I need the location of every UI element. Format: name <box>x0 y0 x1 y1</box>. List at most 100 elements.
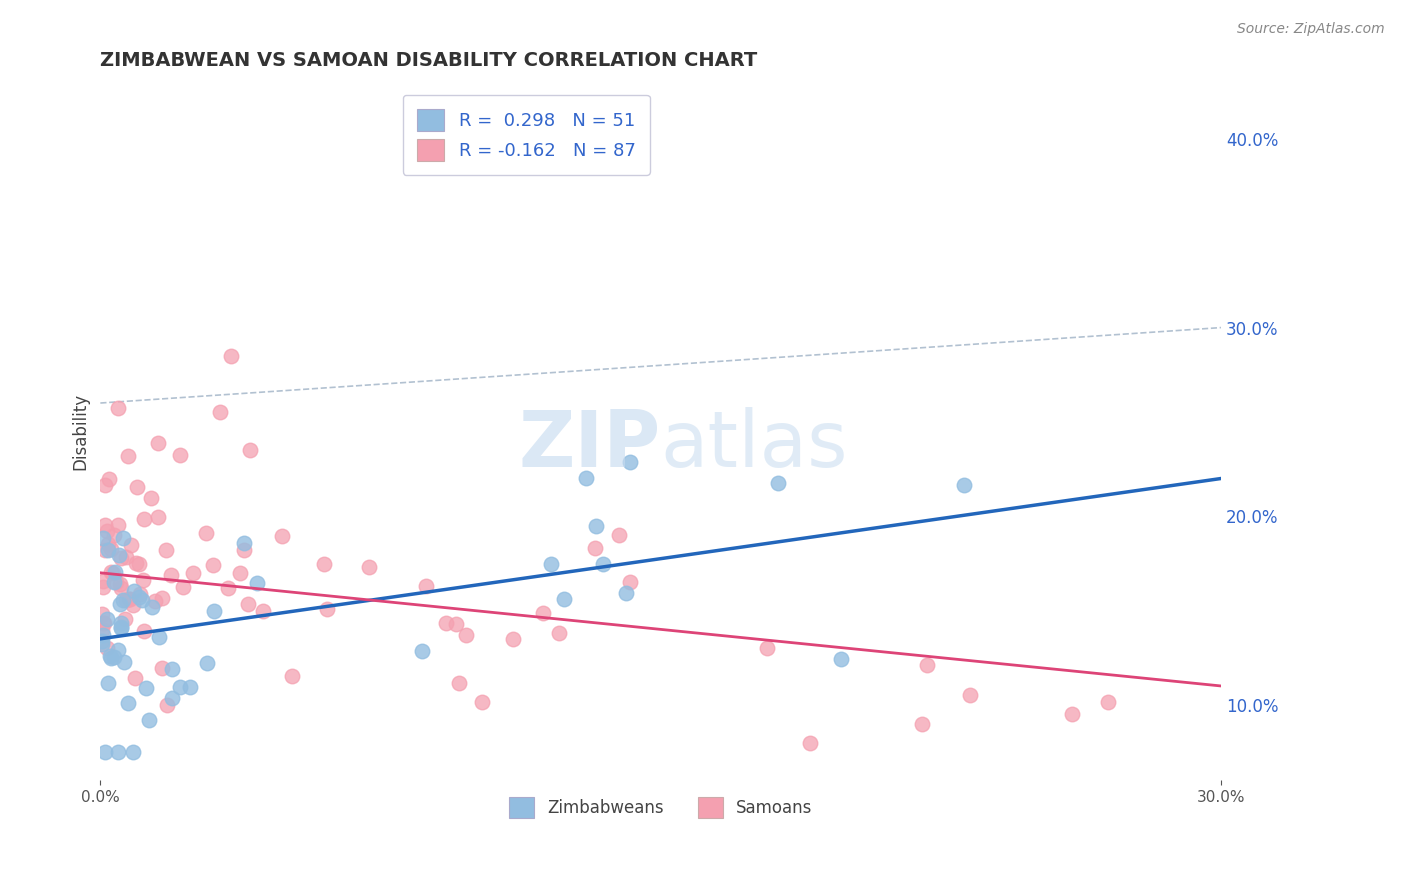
Point <box>150 661 173 675</box>
Point <box>122 745 145 759</box>
Point <box>614 586 637 600</box>
Point <box>169 448 191 462</box>
Point <box>312 557 335 571</box>
Point <box>160 568 183 582</box>
Point <box>91 637 114 651</box>
Point <box>148 630 170 644</box>
Point <box>111 593 134 607</box>
Point <box>232 535 254 549</box>
Point <box>150 591 173 605</box>
Point <box>91 616 114 631</box>
Point <box>619 574 641 589</box>
Point <box>93 574 115 589</box>
Point <box>238 597 260 611</box>
Point <box>141 600 163 615</box>
Point <box>100 651 122 665</box>
Point <box>619 455 641 469</box>
Point <box>768 476 790 491</box>
Point <box>953 478 976 492</box>
Point <box>447 676 470 690</box>
Point <box>125 480 148 494</box>
Point <box>110 621 132 635</box>
Point <box>98 648 121 663</box>
Point <box>94 518 117 533</box>
Point <box>411 644 433 658</box>
Point <box>756 641 779 656</box>
Point <box>280 669 302 683</box>
Point <box>110 550 132 565</box>
Point <box>316 602 339 616</box>
Point <box>96 524 118 538</box>
Point <box>583 541 606 555</box>
Point <box>128 557 150 571</box>
Point <box>108 597 131 611</box>
Point <box>246 576 269 591</box>
Point <box>110 615 132 630</box>
Point <box>1060 707 1083 722</box>
Point <box>415 579 437 593</box>
Point <box>434 616 457 631</box>
Point <box>830 652 852 666</box>
Point <box>146 510 169 524</box>
Point <box>118 591 141 606</box>
Point <box>104 565 127 579</box>
Point <box>911 716 934 731</box>
Point <box>502 632 524 647</box>
Point <box>132 512 155 526</box>
Point <box>125 556 148 570</box>
Point <box>93 745 115 759</box>
Point <box>138 713 160 727</box>
Text: Source: ZipAtlas.com: Source: ZipAtlas.com <box>1237 22 1385 37</box>
Point <box>91 633 114 648</box>
Point <box>96 641 118 656</box>
Point <box>531 607 554 621</box>
Point <box>631 782 654 797</box>
Point <box>128 590 150 604</box>
Point <box>101 566 124 580</box>
Point <box>114 612 136 626</box>
Point <box>107 401 129 415</box>
Point <box>585 519 607 533</box>
Point <box>607 527 630 541</box>
Point <box>91 580 114 594</box>
Point <box>252 604 274 618</box>
Point <box>456 628 478 642</box>
Point <box>100 565 122 579</box>
Point <box>271 529 294 543</box>
Point <box>115 550 138 565</box>
Point <box>553 592 575 607</box>
Point <box>120 538 142 552</box>
Point <box>91 628 114 642</box>
Point <box>117 697 139 711</box>
Point <box>108 548 131 562</box>
Point <box>471 695 494 709</box>
Point <box>201 558 224 572</box>
Point <box>96 542 118 557</box>
Point <box>117 449 139 463</box>
Point <box>179 680 201 694</box>
Point <box>132 624 155 638</box>
Point <box>181 566 204 581</box>
Point <box>156 698 179 713</box>
Point <box>1074 782 1097 797</box>
Text: ZIP: ZIP <box>519 408 661 483</box>
Point <box>1097 695 1119 709</box>
Point <box>96 612 118 626</box>
Point <box>100 541 122 556</box>
Point <box>105 575 128 590</box>
Text: ZIMBABWEAN VS SAMOAN DISABILITY CORRELATION CHART: ZIMBABWEAN VS SAMOAN DISABILITY CORRELAT… <box>100 51 758 70</box>
Point <box>575 471 598 485</box>
Point <box>122 598 145 612</box>
Point <box>112 531 135 545</box>
Point <box>91 624 114 638</box>
Point <box>112 656 135 670</box>
Point <box>146 435 169 450</box>
Point <box>103 649 125 664</box>
Y-axis label: Disability: Disability <box>72 392 89 470</box>
Point <box>359 559 381 574</box>
Point <box>129 586 152 600</box>
Point <box>94 478 117 492</box>
Point <box>91 607 114 621</box>
Point <box>169 680 191 694</box>
Legend: Zimbabweans, Samoans: Zimbabweans, Samoans <box>502 790 818 824</box>
